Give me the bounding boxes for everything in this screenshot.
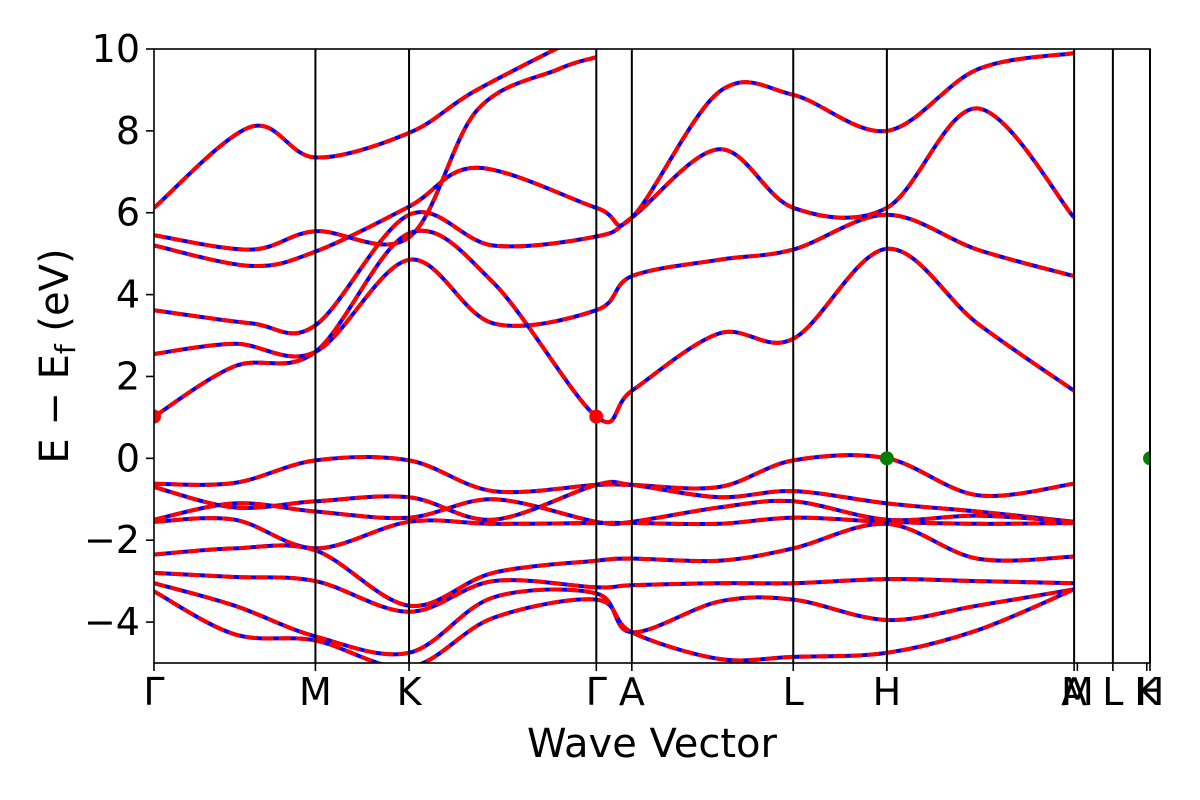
- band-7-spin-up: [154, 479, 1075, 524]
- band-5-spin-up: [154, 49, 561, 210]
- x-tick-label-3: Γ: [586, 670, 607, 714]
- x-tick-label-2: K: [397, 670, 423, 714]
- band-4-spin-down: [154, 55, 597, 252]
- x-tick-label-5: L: [783, 670, 804, 714]
- x-tick-label-1: M: [299, 670, 332, 714]
- band-6-spin-down: [154, 453, 1075, 498]
- vbm-marker-0: [879, 451, 894, 466]
- x-axis: Γ M K Γ A L H AM L KH: [143, 663, 1164, 714]
- x-axis-label: Wave Vector: [527, 721, 778, 767]
- x-tick-label-6: H: [873, 670, 902, 714]
- band-3-spin-up: [154, 51, 1075, 269]
- y-axis-label-main: E − E: [32, 354, 78, 464]
- bands-layer: [154, 49, 1076, 663]
- band-10-spin-down: [154, 521, 1075, 608]
- x-tick-label-4: A: [619, 670, 645, 714]
- y-tick-label-2: 0: [116, 436, 140, 480]
- y-tick-label-1: −2: [84, 518, 140, 562]
- band-13-spin-up: [154, 587, 1075, 663]
- x-tick-label-9: L: [1102, 670, 1123, 714]
- y-tick-label-4: 4: [116, 273, 140, 317]
- y-axis-label-tail: (eV): [32, 248, 78, 344]
- band-10-spin-up: [154, 521, 1075, 608]
- x-tick-label-0: Γ: [143, 670, 164, 714]
- y-tick-label-7: 10: [92, 27, 140, 71]
- y-tick-label-3: 2: [116, 354, 140, 398]
- y-tick-label-6: 8: [116, 109, 140, 153]
- band-3-spin-down: [154, 51, 1075, 269]
- y-tick-label-0: −4: [84, 600, 140, 644]
- band-4-spin-up: [154, 55, 597, 252]
- y-axis-label-sub: f: [49, 343, 82, 354]
- x-tick-label-11: H: [1136, 670, 1165, 714]
- x-tick-label-10: K: [1134, 670, 1160, 714]
- vbm-marker-1: [1143, 451, 1150, 466]
- cbm-marker-0: [154, 409, 161, 424]
- band-edge-markers: [154, 409, 1150, 466]
- band-6-spin-up: [154, 453, 1075, 498]
- y-tick-label-5: 6: [116, 191, 140, 235]
- plot-frame: [153, 48, 1151, 664]
- x-tick-label-7: A: [1061, 670, 1087, 714]
- band-11-spin-up: [154, 570, 1075, 614]
- y-axis-label: E − Ef (eV): [32, 248, 82, 463]
- y-axis: −4 −2 0 2 4 6 8 10: [84, 27, 154, 644]
- band-12-spin-up: [154, 581, 1075, 657]
- cbm-marker-1: [589, 409, 604, 424]
- x-tick-label-8: M: [1061, 670, 1094, 714]
